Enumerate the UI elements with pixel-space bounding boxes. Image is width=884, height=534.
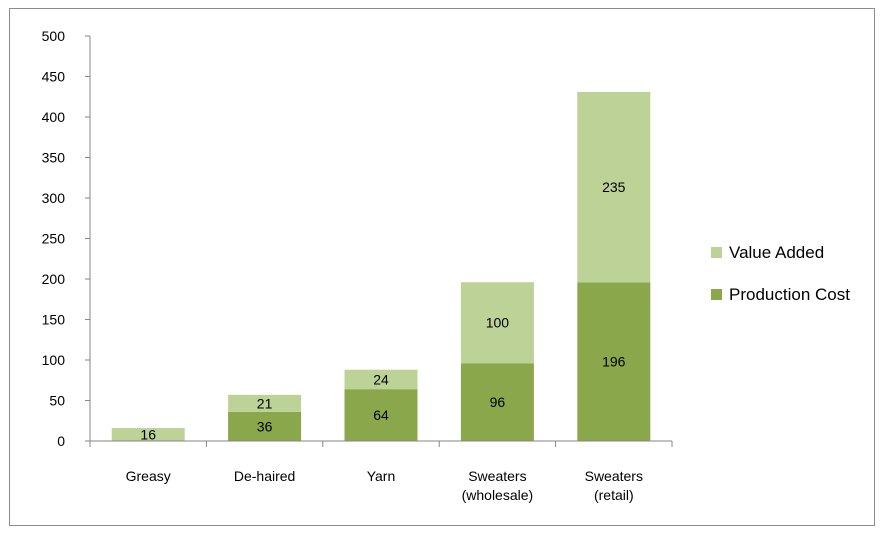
legend-swatch-value-added [711,247,722,258]
y-tick-label: 150 [42,312,66,328]
bar-value-added-sweaters-retail [577,91,651,283]
x-tick-label-sweaters-retail: Sweaters [585,468,643,484]
y-tick-label: 300 [42,190,66,206]
bar-value-added-yarn [344,369,418,390]
y-tick-label: 0 [57,433,65,449]
y-tick-label: 400 [42,109,66,125]
x-tick-label-sweaters-wholesale: Sweaters [468,468,526,484]
legend-label-production-cost: Production Cost [729,285,850,304]
y-tick-label: 200 [42,271,66,287]
data-label-production-cost-sweaters-wholesale: 96 [490,394,506,410]
y-tick-label: 50 [49,393,65,409]
legend-swatch-production-cost [711,289,722,300]
y-tick-label: 100 [42,352,66,368]
data-label-value-added-yarn: 24 [373,371,389,387]
x-tick-label-sweaters-retail: (retail) [594,487,634,503]
data-label-production-cost-sweaters-retail: 196 [602,354,626,370]
bar-production-cost-yarn [344,389,418,441]
x-tick-label-yarn: Yarn [367,468,396,484]
y-tick-label: 450 [42,69,66,85]
data-label-production-cost-de-haired: 36 [257,418,273,434]
y-tick-label: 500 [42,28,66,44]
data-label-production-cost-yarn: 64 [373,407,389,423]
data-label-value-added-sweaters-wholesale: 100 [486,315,510,331]
bar-production-cost-sweaters-wholesale [460,363,534,441]
bar-production-cost-de-haired [228,411,302,441]
bar-value-added-de-haired [228,394,302,412]
y-tick-label: 350 [42,150,66,166]
legend-label-value-added: Value Added [729,243,824,262]
data-label-value-added-de-haired: 21 [257,395,273,411]
data-label-value-added-greasy: 16 [140,427,156,443]
bar-value-added-sweaters-wholesale [460,282,534,364]
x-tick-label-sweaters-wholesale: (wholesale) [462,487,534,503]
y-tick-label: 250 [42,231,66,247]
bar-production-cost-sweaters-retail [577,282,651,441]
x-tick-label-greasy: Greasy [126,468,171,484]
x-tick-label-de-haired: De-haired [234,468,295,484]
bar-value-added-greasy [111,428,185,441]
data-label-value-added-sweaters-retail: 235 [602,179,626,195]
